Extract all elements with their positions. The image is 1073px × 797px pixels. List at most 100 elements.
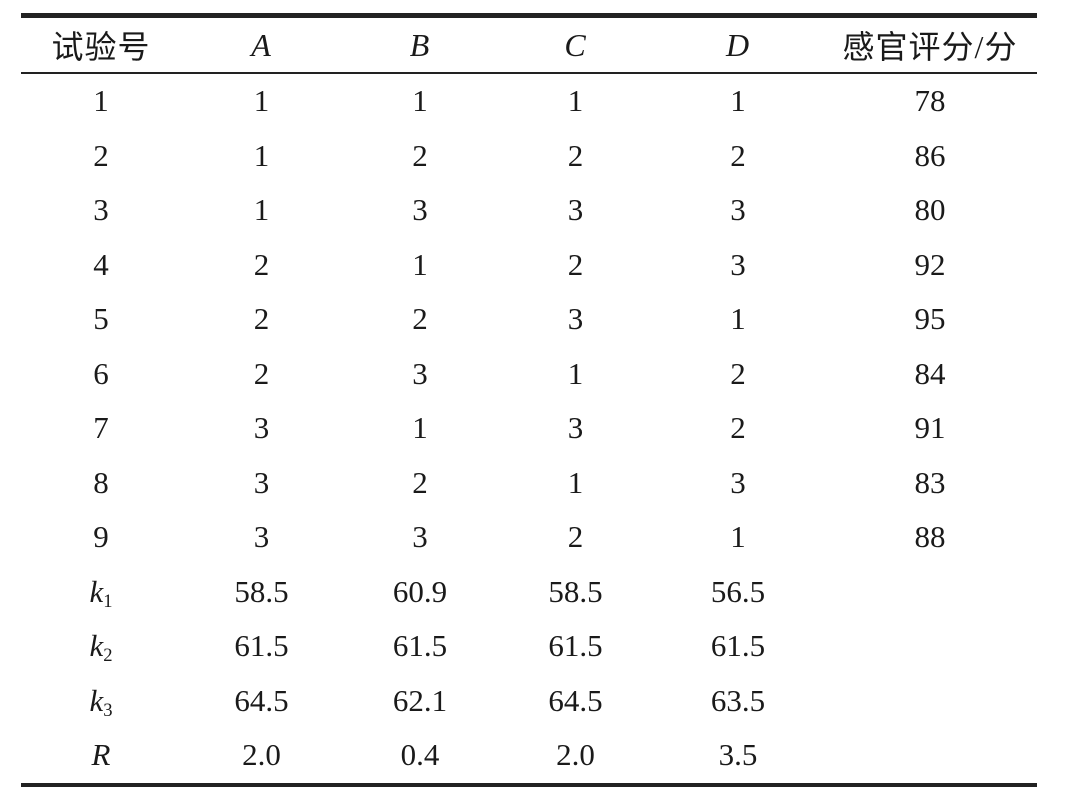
- row-label: 3: [93, 192, 109, 228]
- row-label: 2: [93, 137, 109, 173]
- table-cell: 1: [253, 192, 270, 228]
- table-cell: 58.5: [548, 573, 603, 609]
- table-cell: 88: [914, 519, 946, 555]
- table-cell: 83: [914, 464, 946, 500]
- table-cell: 2: [253, 301, 270, 337]
- table-cell: 3: [730, 246, 746, 282]
- table-row: R 2.0 0.4 2.0 3.5: [21, 728, 1037, 785]
- header-row: 试验号 A B C D 感官评分/分: [21, 15, 1037, 74]
- table-row: 6 2 3 1 2 84: [21, 347, 1037, 402]
- table-cell: 3: [567, 192, 584, 228]
- table-cell: 2: [412, 137, 428, 173]
- table-cell: 2: [567, 519, 584, 555]
- table-cell: 0.4: [400, 737, 440, 773]
- row-label: 5: [93, 301, 109, 337]
- table-row: 4 2 1 2 3 92: [21, 238, 1037, 293]
- table-cell: 58.5: [234, 573, 289, 609]
- row-label: 6: [93, 355, 109, 391]
- column-header-score: 感官评分/分: [823, 15, 1037, 74]
- row-label-subscript: 2: [103, 645, 113, 667]
- table-cell: 1: [730, 519, 746, 555]
- table-cell: 2: [730, 137, 746, 173]
- table-row: k3 64.5 62.1 64.5 63.5: [21, 674, 1037, 729]
- row-label-subscript: 1: [103, 590, 113, 612]
- table-cell: [823, 728, 1037, 785]
- table-cell: 56.5: [710, 573, 766, 609]
- table-cell: 80: [914, 192, 946, 228]
- row-label: 9: [93, 519, 109, 555]
- table-cell: 84: [914, 355, 946, 391]
- table-cell: 86: [914, 137, 946, 173]
- table-cell: 78: [914, 83, 946, 119]
- column-header-factor-d: D: [653, 15, 823, 74]
- table-cell: 1: [253, 83, 270, 119]
- table-cell: 3.5: [718, 737, 758, 773]
- table-row: 2 1 2 2 2 86: [21, 129, 1037, 184]
- table-cell: 3: [253, 519, 270, 555]
- table-row: 7 3 1 3 2 91: [21, 401, 1037, 456]
- column-header-factor-c: C: [498, 15, 653, 74]
- table-cell: 91: [914, 410, 946, 446]
- column-header-factor-a: A: [181, 15, 342, 74]
- table-cell: 3: [412, 355, 428, 391]
- table-row: 3 1 3 3 3 80: [21, 183, 1037, 238]
- table-cell: 1: [412, 83, 428, 119]
- table-cell: 60.9: [392, 573, 448, 609]
- table-cell: 3: [253, 410, 270, 446]
- row-label: k1: [89, 573, 113, 612]
- column-header-test-no: 试验号: [21, 15, 181, 74]
- table-cell: 1: [412, 410, 428, 446]
- table-cell: 1: [730, 83, 746, 119]
- table-header: 试验号 A B C D 感官评分/分: [21, 15, 1037, 74]
- table-cell: 2: [253, 355, 270, 391]
- table-row: k2 61.5 61.5 61.5 61.5: [21, 619, 1037, 674]
- table-row: 5 2 2 3 1 95: [21, 292, 1037, 347]
- row-label: 7: [93, 410, 109, 446]
- table-body: 1 1 1 1 1 78 2 1 2 2 2 86 3 1 3 3 3 80 4 2 1 2 3 92 5 2 2 3 1 95 6 2 3 1 2…: [21, 73, 1037, 785]
- table-cell: 61.5: [234, 628, 289, 664]
- table-cell: 2: [730, 410, 746, 446]
- table-row: 1 1 1 1 1 78: [21, 73, 1037, 129]
- table-cell: 3: [412, 519, 428, 555]
- row-label: 1: [93, 83, 109, 119]
- row-label: R: [91, 737, 111, 773]
- row-label: k2: [89, 628, 113, 667]
- table-cell: 3: [730, 464, 746, 500]
- table-cell: [823, 565, 1037, 620]
- table-cell: 62.1: [392, 682, 448, 718]
- table-row: k1 58.5 60.9 58.5 56.5: [21, 565, 1037, 620]
- row-label: 8: [93, 464, 109, 500]
- table-cell: 61.5: [392, 628, 448, 664]
- table-cell: 2: [253, 246, 270, 282]
- table-cell: 95: [914, 301, 946, 337]
- column-header-factor-b: B: [342, 15, 498, 74]
- table-cell: 1: [567, 83, 584, 119]
- row-label-subscript: 3: [103, 699, 113, 721]
- row-label: 4: [93, 246, 109, 282]
- table-cell: 1: [412, 246, 428, 282]
- table-cell: 92: [914, 246, 946, 282]
- table-cell: 2: [412, 464, 428, 500]
- table-cell: 64.5: [234, 682, 289, 718]
- row-label: k3: [89, 682, 113, 721]
- table-cell: 3: [567, 410, 584, 446]
- table-cell: 61.5: [548, 628, 603, 664]
- table-cell: 2.0: [242, 737, 281, 773]
- table-cell: 64.5: [548, 682, 603, 718]
- table-cell: 2: [567, 137, 584, 173]
- table-cell: 3: [567, 301, 584, 337]
- table-cell: 63.5: [710, 682, 766, 718]
- table-row: 9 3 3 2 1 88: [21, 510, 1037, 565]
- table-cell: 61.5: [710, 628, 766, 664]
- table-cell: 3: [253, 464, 270, 500]
- table-cell: 2: [730, 355, 746, 391]
- table-cell: 1: [567, 355, 584, 391]
- table-cell: 3: [730, 192, 746, 228]
- table-cell: 1: [253, 137, 270, 173]
- table-cell: 1: [567, 464, 584, 500]
- table-cell: [823, 674, 1037, 729]
- table-cell: 3: [412, 192, 428, 228]
- table-row: 8 3 2 1 3 83: [21, 456, 1037, 511]
- table-cell: 1: [730, 301, 746, 337]
